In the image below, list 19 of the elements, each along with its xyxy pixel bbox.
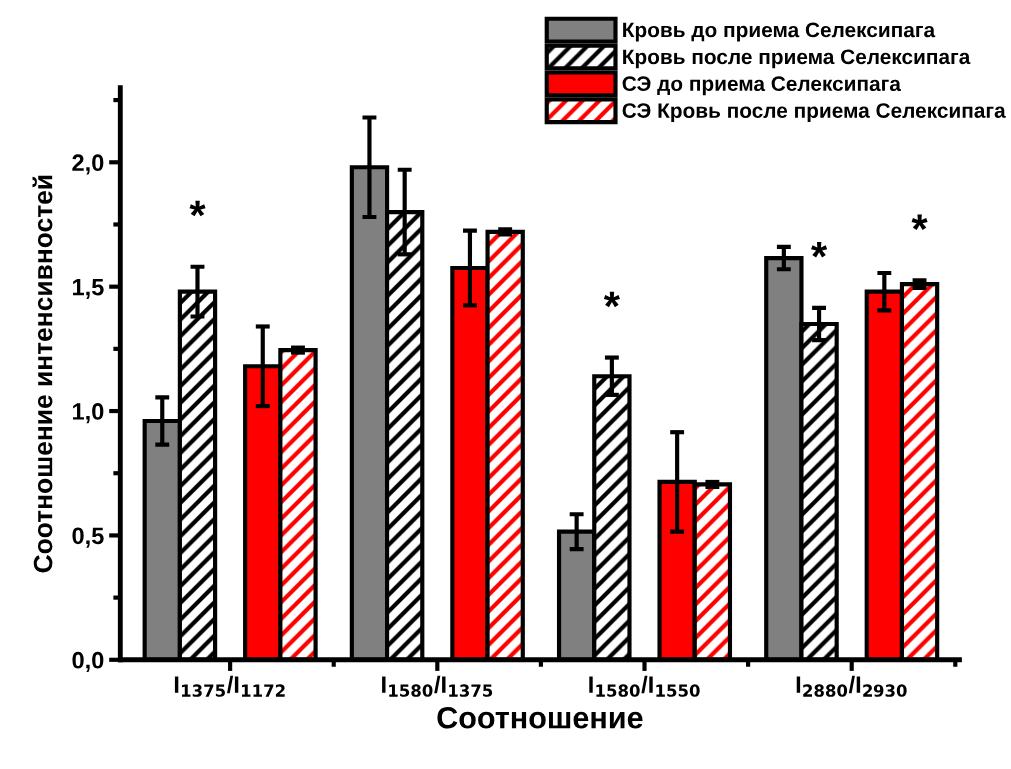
y-tick-label: 1,0 [73, 403, 104, 424]
y-tick-label: 0,5 [72, 527, 104, 548]
data-label: * [811, 241, 828, 258]
x-tick-label: I$_{1375}$/I$_{1172}$ [174, 675, 285, 697]
data-label: * [603, 291, 620, 308]
data-label: * [189, 200, 206, 217]
legend-label: Кровь до приема Селексипага [623, 22, 936, 42]
x-tick-label: I$_{2880}$/I$_{2930}$ [796, 675, 907, 697]
legend-label: Кровь после приема Селексипага [623, 49, 971, 69]
y-tick-label: 2,0 [72, 154, 104, 175]
x-tick-label: I$_{1580}$/I$_{1550}$ [589, 675, 700, 697]
y-axis-title: Соотношение интенсивностей [32, 175, 53, 573]
data-label: * [911, 214, 928, 231]
x-tick-label: I$_{1580}$/I$_{1375}$ [382, 675, 493, 697]
y-tick-label: 0,0 [72, 651, 104, 673]
legend-label: СЭ до приема Селексипага [622, 76, 902, 96]
y-tick-label: 1,5 [73, 278, 104, 299]
x-axis-title: Соотношение [437, 706, 643, 729]
legend-label: СЭ Кровь после приема Селексипага [622, 103, 1006, 123]
